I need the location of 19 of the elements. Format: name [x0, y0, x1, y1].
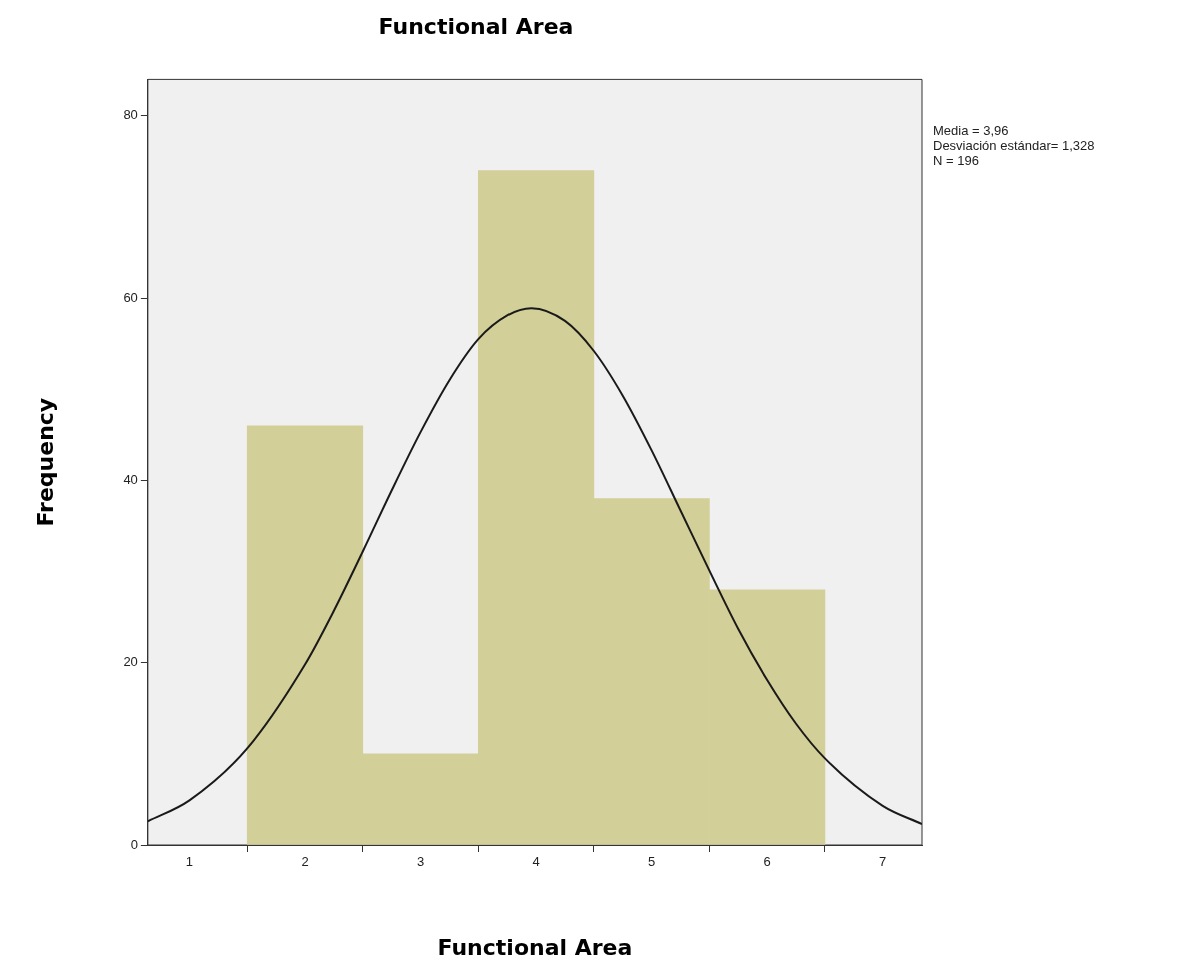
x-tick-label: 4	[532, 854, 540, 870]
text: N = 196	[933, 153, 980, 168]
x-tick-label: 3	[416, 854, 425, 870]
y-tick-label: 60	[123, 289, 138, 305]
chart-title: Functional Area	[378, 13, 574, 39]
line-series	[147, 307, 922, 826]
y-tick-label: 80	[123, 107, 138, 123]
x-tick-label: 6	[763, 854, 771, 870]
x-axis-title: Functional Area	[437, 934, 633, 960]
y-tick-label: 40	[123, 472, 138, 488]
y-axis-title: Frequency	[32, 397, 58, 527]
x-tick-label: 7	[879, 854, 887, 870]
x-tick-label: 5	[648, 854, 656, 870]
x-tick-label: 1	[185, 854, 194, 870]
text: Media = 3,96	[933, 123, 1010, 138]
text: Desviación estándar= 1,328	[933, 138, 1095, 153]
y-tick-label: 20	[123, 654, 138, 670]
y-tick-label: 0	[130, 836, 138, 852]
x-tick-label: 2	[301, 854, 309, 870]
